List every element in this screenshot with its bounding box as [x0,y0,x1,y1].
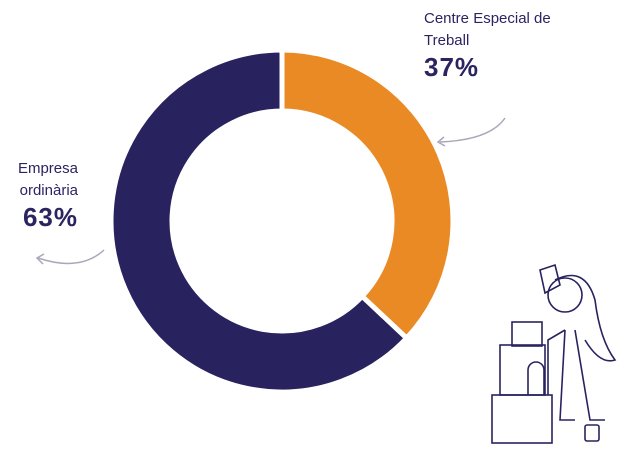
arrow [37,249,105,265]
label: Centre Especial de Treball 37% [424,8,559,82]
donut-segment [108,47,411,395]
value-label: 63% [22,202,78,232]
illustration [491,263,617,444]
arrow [439,117,506,143]
donut-segment [279,47,456,342]
arrow-head [436,136,446,147]
value-label: 37% [424,52,480,82]
label-name: Centre Especial de Treball [424,10,551,49]
label-name: Empresa ordinària [17,160,78,199]
arrow-head [35,253,45,265]
label: Empresa ordinària 63% [0,158,78,232]
